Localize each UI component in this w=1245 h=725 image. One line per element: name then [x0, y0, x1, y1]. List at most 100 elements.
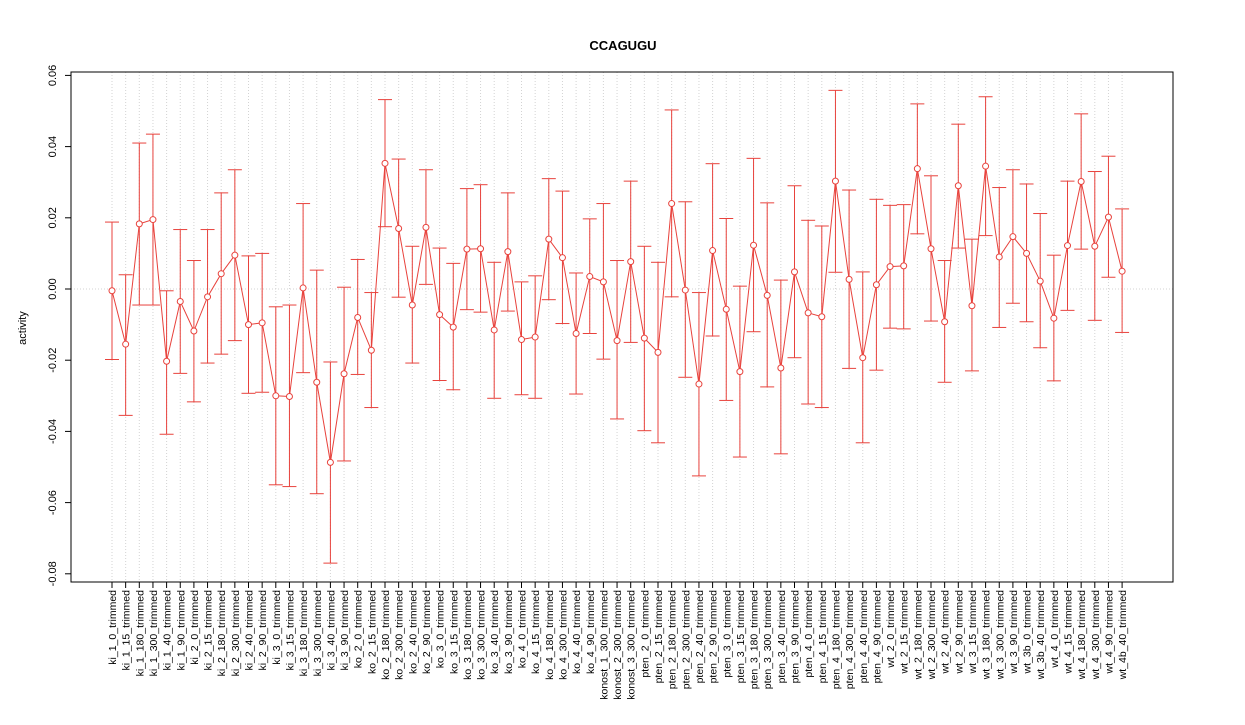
- x-tick-label: wt_4_300_trimmed: [1090, 590, 1102, 680]
- data-point: [668, 200, 676, 208]
- data-point: [367, 346, 375, 354]
- x-tick-label: ko_4_90_trimmed: [585, 590, 597, 674]
- y-tick-label: 0.02: [47, 207, 59, 228]
- data-point: [954, 182, 962, 190]
- data-point: [545, 235, 553, 243]
- data-point: [900, 262, 908, 270]
- x-tick-label: ko_2_15_trimmed: [366, 590, 378, 674]
- x-tick-label: wt_2_40_trimmed: [940, 590, 952, 675]
- y-tick-label: 0.06: [47, 65, 59, 86]
- data-point: [845, 275, 853, 283]
- x-tick-label: pten_4_40_trimmed: [858, 590, 870, 684]
- x-tick-label: ki_2_300_trimmed: [230, 590, 242, 677]
- data-point: [859, 354, 867, 362]
- chart-title: CCAGUGU: [589, 38, 656, 53]
- data-point: [982, 162, 990, 170]
- data-point: [531, 333, 539, 341]
- data-point: [695, 380, 703, 388]
- x-tick-label: pten_2_180_trimmed: [667, 590, 679, 689]
- x-tick-label: ko_3_15_trimmed: [448, 590, 460, 674]
- data-point: [1077, 177, 1085, 185]
- data-point: [190, 327, 198, 335]
- x-tick-label: ko_4_15_trimmed: [530, 590, 542, 674]
- x-tick-label: ko_3_180_trimmed: [462, 590, 474, 680]
- x-tick-label: ko_2_300_trimmed: [394, 590, 406, 680]
- x-tick-label: ko_2_90_trimmed: [421, 590, 433, 674]
- data-point: [804, 309, 812, 317]
- data-point: [490, 326, 498, 334]
- data-point: [1036, 277, 1044, 285]
- x-tick-label: wt_2_90_trimmed: [953, 590, 965, 675]
- data-point: [340, 370, 348, 378]
- data-point: [722, 305, 730, 313]
- data-point: [395, 224, 403, 232]
- axis-layer: -0.08 -0.06 -0.04 -0.02 0.00 0.02 0.04 0.06 ki_1…: [47, 65, 1129, 700]
- data-point: [599, 278, 607, 286]
- data-point: [968, 302, 976, 310]
- data-point: [463, 245, 471, 253]
- x-tick-label: ki_3_40_trimmed: [325, 590, 337, 671]
- x-tick-label: pten_4_0_trimmed: [803, 590, 815, 678]
- data-point: [149, 216, 157, 224]
- x-tick-label: pten_3_40_trimmed: [776, 590, 788, 684]
- data-point: [217, 270, 225, 278]
- x-tick-label: ki_2_15_trimmed: [203, 590, 215, 671]
- x-tick-label: wt_2_0_trimmed: [885, 590, 897, 669]
- x-tick-label: ko_4_180_trimmed: [544, 590, 556, 680]
- data-point: [777, 364, 785, 372]
- x-tick-label: ki_1_180_trimmed: [134, 590, 146, 677]
- y-tick-label: -0.04: [47, 419, 59, 444]
- x-tick-label: pten_2_300_trimmed: [680, 590, 692, 689]
- data-point: [736, 368, 744, 376]
- x-tick-label: ki_2_180_trimmed: [216, 590, 228, 677]
- data-point: [613, 337, 621, 345]
- x-tick-label: pten_2_15_trimmed: [653, 590, 665, 684]
- data-point: [1104, 213, 1112, 221]
- x-tick-label: ko_2_40_trimmed: [407, 590, 419, 674]
- x-tick-label: ki_2_40_trimmed: [244, 590, 256, 671]
- x-tick-label: ko_3_300_trimmed: [476, 590, 488, 680]
- data-point: [818, 313, 826, 321]
- x-tick-label: wt_4_0_trimmed: [1049, 590, 1061, 669]
- x-tick-label: wt_2_15_trimmed: [899, 590, 911, 675]
- data-point: [135, 220, 143, 228]
- data-point: [791, 268, 798, 276]
- x-tick-label: pten_3_180_trimmed: [749, 590, 761, 689]
- x-tick-label: ki_2_90_trimmed: [257, 590, 269, 671]
- x-tick-label: ko_4_40_trimmed: [571, 590, 583, 674]
- x-tick-label: ko_2_0_trimmed: [353, 590, 365, 668]
- x-tick-label: wt_4_90_trimmed: [1103, 590, 1115, 675]
- x-tick-label: wt_3_300_trimmed: [994, 590, 1006, 680]
- x-tick-label: ki_1_300_trimmed: [148, 590, 160, 677]
- series-layer: [105, 89, 1130, 564]
- data-point: [122, 340, 130, 348]
- data-point: [941, 318, 949, 326]
- data-point: [572, 330, 580, 337]
- y-axis-label: activity: [17, 311, 29, 345]
- data-point: [709, 247, 717, 255]
- x-tick-label: pten_4_180_trimmed: [830, 590, 842, 689]
- data-point: [231, 251, 239, 259]
- data-point: [750, 241, 758, 249]
- data-point: [272, 392, 280, 400]
- x-tick-label: pten_4_300_trimmed: [844, 590, 856, 689]
- x-tick-label: konost_1_300_trimmed: [598, 590, 610, 700]
- y-tick-label: -0.02: [47, 348, 59, 373]
- data-point: [326, 458, 334, 466]
- data-point: [285, 393, 293, 401]
- data-point: [504, 248, 512, 256]
- data-point: [449, 323, 457, 331]
- data-point: [313, 378, 321, 386]
- x-tick-label: pten_3_90_trimmed: [790, 590, 802, 684]
- data-point: [995, 253, 1003, 261]
- x-tick-label: wt_4b_40_trimmed: [1117, 590, 1129, 680]
- data-point: [245, 321, 252, 329]
- data-point: [1118, 267, 1126, 275]
- plot-frame: [70, 71, 1174, 583]
- x-tick-label: wt_4_180_trimmed: [1076, 590, 1088, 680]
- data-point: [436, 311, 444, 319]
- y-tick-label: 0.04: [47, 136, 59, 157]
- data-point: [204, 293, 212, 301]
